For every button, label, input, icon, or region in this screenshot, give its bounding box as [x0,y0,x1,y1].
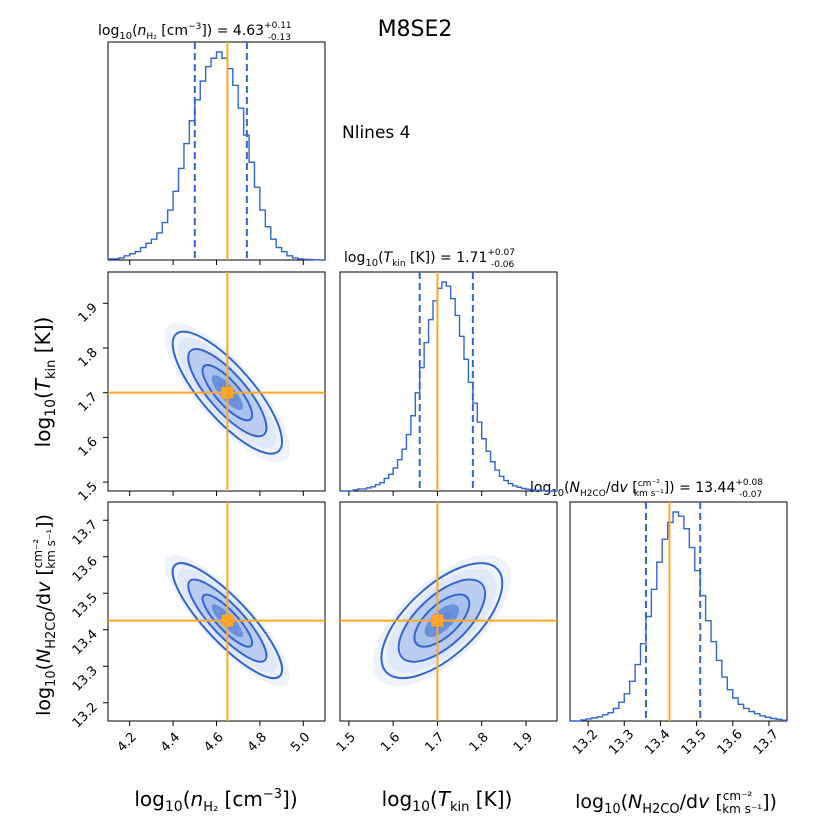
x-tick-label: 13.5 [679,727,710,758]
histogram-nH2 [107,51,325,261]
x-tick-label: 13.3 [606,727,637,758]
xlabel-Tkin: log10(Tkin [K]) [382,787,513,815]
panel-frame-c2r2 [569,501,788,722]
y-tick-label: 13.2 [70,700,101,731]
figure-title: M8SE2 [378,17,453,42]
x-tick-label: 4.8 [245,730,270,755]
y-tick-label: 13.3 [70,663,101,694]
figure-annotation: Nlines 4 [342,123,410,143]
contour-level-3 [201,593,254,648]
y-tick-label: 1.5 [76,479,101,504]
title-Tkin: log10(Tkin [K]) = 1.71+0.07 -0.06 [344,248,515,270]
x-tick-label: 13.7 [751,727,782,758]
xlabel-NH2CO: log10(NH2CO/dv [cm⁻² km s⁻¹]) [575,789,777,817]
contour-level-3 [201,364,254,422]
contour-level-1 [380,562,504,680]
title-nH2: log10(nH₂ [cm−3]) = 4.63+0.11 -0.13 [98,21,292,43]
contour-level-2 [187,578,268,663]
contour-level-2 [187,348,268,438]
histogram-Tkin [340,281,557,492]
y-tick-label: 13.4 [70,627,101,658]
x-tick-label: 1.6 [378,730,403,755]
x-tick-label: 4.6 [201,730,226,755]
x-tick-label: 5.0 [288,730,313,755]
contour-level-3 [413,593,471,648]
panel-frame-c1r1 [339,271,558,492]
xlabel-nH2: log10(nH₂ [cm−3]) [134,787,297,815]
truth-marker-nH2-NH2CO [221,614,234,627]
x-tick-label: 1.5 [334,730,359,755]
x-tick-label: 1.7 [422,730,447,755]
title-NH2CO: log10(NH2CO/dv [cm⁻² km s⁻¹]) = 13.44+0.0… [530,478,763,500]
y-tick-label: 1.7 [76,390,101,415]
contour-level-2 [397,578,487,663]
y-tick-label: 13.7 [70,517,101,548]
panel-frame-c1r2 [339,501,558,722]
y-tick-label: 1.6 [76,435,101,460]
x-tick-label: 1.8 [467,730,492,755]
y-tick-label: 1.9 [76,301,101,326]
x-tick-label: 4.4 [158,730,183,755]
histogram-NH2CO [570,511,787,722]
ylabel-Tkin: log10(Tkin [K]) [31,317,59,448]
x-tick-label: 4.2 [115,730,140,755]
x-tick-label: 13.4 [642,727,673,758]
y-tick-label: 13.5 [70,590,101,621]
y-tick-label: 13.6 [70,554,101,585]
x-tick-label: 1.9 [511,730,536,755]
truth-marker-Tkin-NH2CO [431,614,444,627]
truth-marker-nH2-Tkin [221,386,234,399]
x-tick-label: 13.2 [570,727,601,758]
ylabel-NH2CO: log10(NH2CO/dv [cm⁻²km s⁻¹]) [31,514,59,716]
contour-level-1 [171,330,284,455]
contour-level-1 [171,562,284,680]
y-tick-label: 1.8 [76,345,101,370]
panel-frame-c0r0 [107,41,326,261]
x-tick-label: 13.6 [715,727,746,758]
